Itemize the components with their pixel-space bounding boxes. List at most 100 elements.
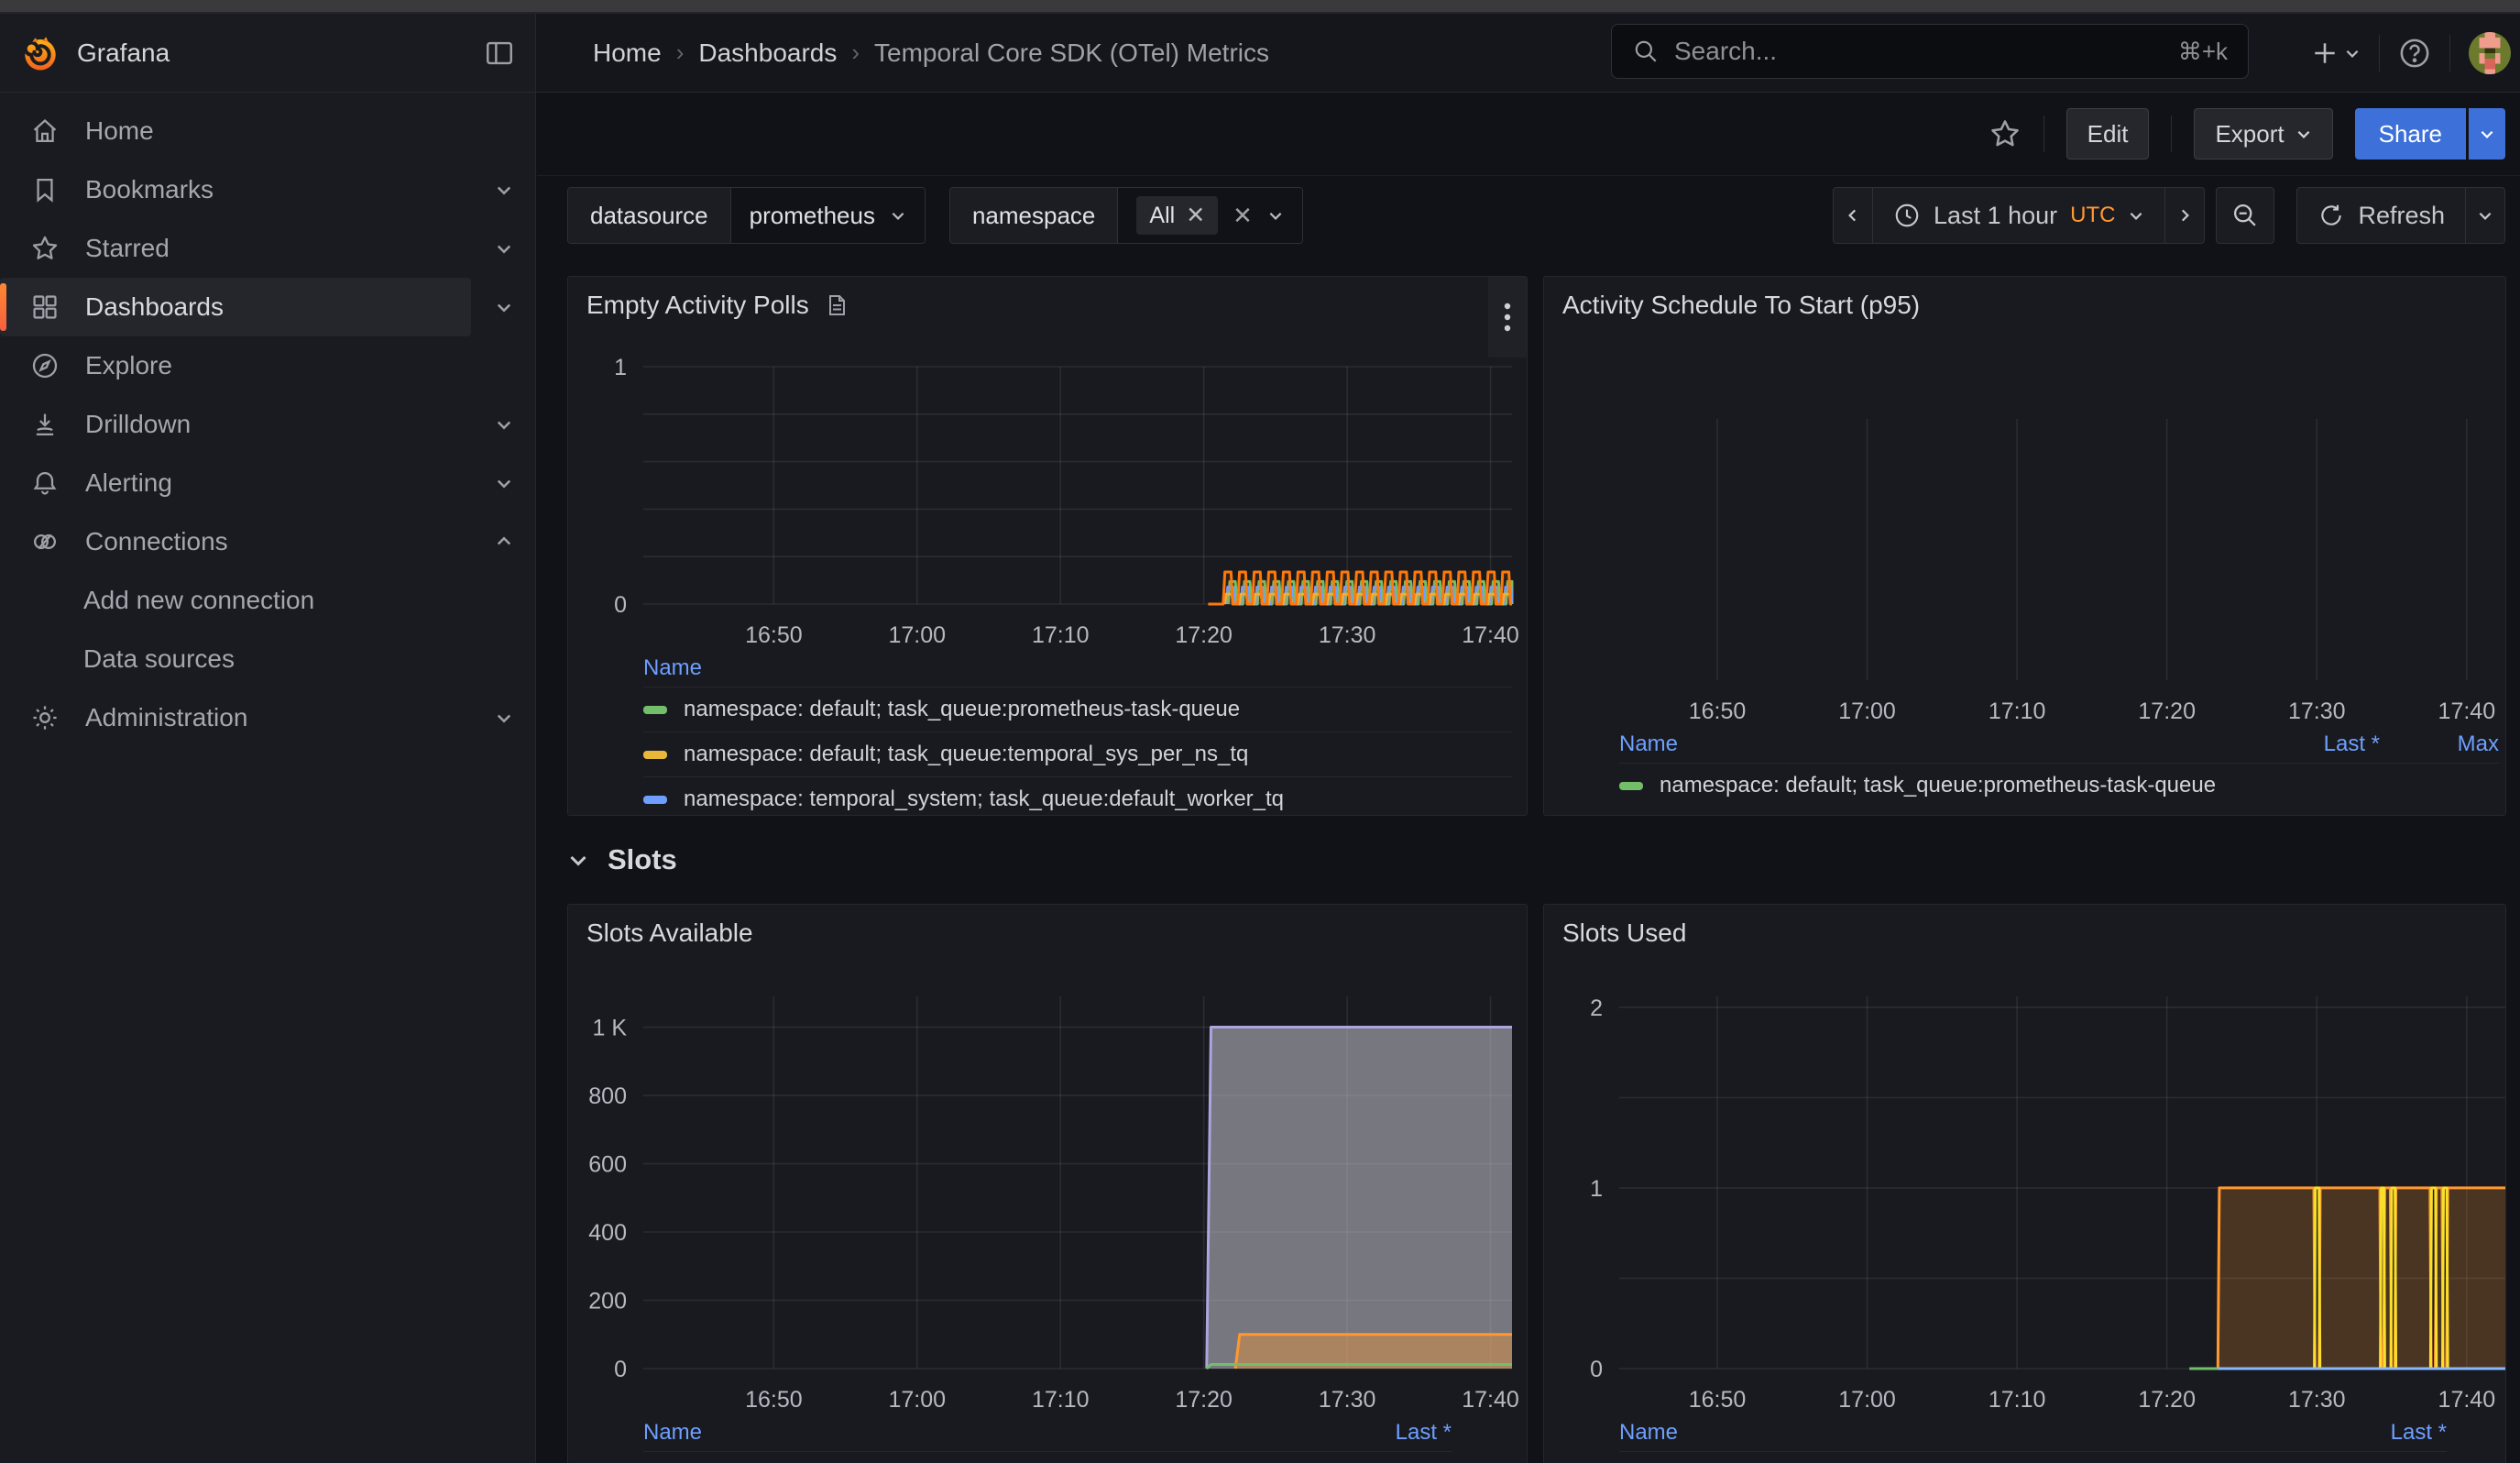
clear-selection-icon[interactable]: ✕ (1233, 201, 1253, 229)
sidebar-nav: Home Bookmarks Starred (0, 93, 536, 1463)
panel-legend: Name Last * namespace: default; task_queue… (643, 1414, 1452, 1463)
legend-column-header[interactable]: Name (1619, 732, 1679, 756)
share-button[interactable]: Share (2354, 108, 2466, 160)
help-icon[interactable] (2398, 37, 2431, 70)
divider (2449, 34, 2450, 72)
edit-button[interactable]: Edit (2065, 108, 2150, 160)
chevron-down-icon[interactable] (495, 415, 513, 434)
variable-namespace-select[interactable]: All ✕ ✕ (1117, 188, 1302, 243)
svg-text:17:40: 17:40 (2438, 1387, 2496, 1413)
svg-text:2: 2 (1590, 996, 1603, 1021)
favorite-star-icon[interactable] (1989, 117, 2021, 150)
svg-text:17:10: 17:10 (1032, 622, 1090, 648)
breadcrumb-dashboards[interactable]: Dashboards (698, 38, 838, 67)
series-label: namespace: default; task_queue:prometheu… (684, 1461, 1240, 1463)
breadcrumb-separator: › (851, 38, 860, 66)
legend-column-header[interactable]: Last * (1395, 1420, 1452, 1445)
chevron-up-icon[interactable] (495, 533, 513, 551)
svg-text:1 K: 1 K (592, 1016, 627, 1041)
header-left: Grafana (0, 14, 536, 92)
chevron-down-icon (892, 212, 904, 220)
panel-legend: Name Last * Max namespace: default; task_qu… (1619, 726, 2499, 808)
timeseries-chart[interactable]: 16:50 17:00 17:10 17:20 17:30 17:40 0 200 400 600… (568, 905, 1527, 1463)
legend-row[interactable]: namespace: default; task_queue:prometheu… (643, 1451, 1452, 1463)
panel-title[interactable]: Empty Activity Polls (586, 291, 809, 319)
section-slots-toggle[interactable]: Slots (567, 831, 677, 888)
svg-text:17:40: 17:40 (1462, 622, 1519, 648)
chevron-down-icon[interactable] (495, 474, 513, 492)
svg-text:17:00: 17:00 (889, 1387, 947, 1413)
legend-column-header[interactable]: Last * (2390, 1420, 2447, 1445)
grafana-logo-icon[interactable] (20, 33, 60, 73)
sidebar-item-connections[interactable]: Connections (0, 512, 535, 571)
time-range-picker[interactable]: Last 1 hour UTC (1873, 187, 2165, 244)
panel-title[interactable]: Activity Schedule To Start (p95) (1562, 291, 1921, 319)
chevron-down-icon[interactable] (495, 239, 513, 258)
clock-icon (1895, 204, 1919, 227)
timeseries-chart[interactable]: 16:50 17:00 17:10 17:20 17:30 17:40 (1544, 277, 2505, 815)
variable-label: namespace (949, 188, 1118, 243)
panel-title[interactable]: Slots Available (586, 918, 753, 947)
sidebar-item-home[interactable]: Home (0, 102, 535, 160)
breadcrumb-current: Temporal Core SDK (OTel) Metrics (874, 38, 1270, 67)
svg-text:17:30: 17:30 (2288, 698, 2346, 724)
remove-chip-icon[interactable]: ✕ (1186, 203, 1206, 228)
sidebar-item-starred[interactable]: Starred (0, 219, 535, 278)
svg-text:1: 1 (614, 355, 627, 380)
refresh-button[interactable]: Refresh (2296, 187, 2466, 244)
svg-text:0: 0 (614, 592, 627, 618)
sidebar-item-add-new-connection[interactable]: Add new connection (0, 571, 535, 630)
zoom-out-button[interactable] (2216, 187, 2275, 244)
svg-text:17:30: 17:30 (2288, 1387, 2346, 1413)
variable-datasource-select[interactable]: prometheus (729, 188, 925, 243)
legend-column-header[interactable]: Name (1619, 1420, 1679, 1445)
namespace-all-chip[interactable]: All ✕ (1136, 196, 1219, 235)
svg-text:17:10: 17:10 (1032, 1387, 1090, 1413)
chevron-down-icon[interactable] (495, 181, 513, 199)
legend-row[interactable]: namespace: default; task_queue:temporal_… (643, 732, 1512, 776)
sidebar-item-data-sources[interactable]: Data sources (0, 630, 535, 688)
panel-title[interactable]: Slots Used (1562, 918, 1687, 947)
legend-column-header[interactable]: Max (2457, 732, 2499, 756)
sidebar-item-explore[interactable]: Explore (0, 336, 535, 395)
section-title: Slots (608, 843, 677, 875)
sidebar-toggle-icon[interactable] (484, 38, 515, 69)
legend-row[interactable]: namespace: default; task_queue:prometheu… (1619, 1451, 2447, 1463)
divider (2171, 116, 2173, 152)
breadcrumb-home[interactable]: Home (593, 38, 662, 67)
timeseries-chart[interactable]: 16:50 17:00 17:10 17:20 17:30 17:40 0 1 2 (1544, 905, 2505, 1463)
series-label: namespace: default; task_queue:prometheu… (1660, 773, 2217, 798)
sidebar-item-drilldown[interactable]: Drilldown (0, 395, 535, 454)
legend-row[interactable]: namespace: temporal_system; task_queue:d… (643, 776, 1512, 815)
variable-datasource: datasource prometheus (567, 187, 926, 244)
svg-text:800: 800 (588, 1084, 627, 1109)
add-button[interactable] (2311, 39, 2361, 67)
legend-column-header[interactable]: Name (643, 655, 703, 680)
legend-column-header[interactable]: Name (643, 1420, 703, 1445)
series-label: namespace: default; task_queue:prometheu… (684, 697, 1241, 721)
variable-namespace: namespace All ✕ ✕ (948, 187, 1303, 244)
svg-text:400: 400 (588, 1220, 627, 1246)
time-shift-back-button[interactable] (1833, 187, 1874, 244)
sidebar-item-alerting[interactable]: Alerting (0, 454, 535, 512)
share-dropdown-button[interactable] (2469, 108, 2505, 160)
panel-description-icon[interactable] (824, 292, 849, 318)
dashboard-main: Edit Export Share datasource (537, 93, 2520, 1463)
sidebar-item-dashboards[interactable]: Dashboards (0, 278, 511, 336)
panel-menu-button[interactable] (1488, 277, 1527, 358)
sidebar-item-administration[interactable]: Administration (0, 688, 535, 747)
refresh-interval-dropdown[interactable] (2465, 187, 2505, 244)
svg-text:17:20: 17:20 (1175, 622, 1233, 648)
user-avatar[interactable] (2469, 31, 2511, 74)
chevron-down-icon[interactable] (495, 709, 513, 727)
sidebar-item-bookmarks[interactable]: Bookmarks (0, 160, 535, 219)
legend-row[interactable]: namespace: default; task_queue:prometheu… (1619, 763, 2499, 808)
chevron-down-icon[interactable] (495, 298, 513, 316)
legend-column-header[interactable]: Last * (2323, 732, 2380, 756)
timeseries-chart[interactable]: 16:50 17:00 17:10 17:20 17:30 17:40 0 1 (568, 277, 1527, 815)
star-icon (30, 234, 60, 263)
export-button[interactable]: Export (2194, 108, 2333, 160)
time-shift-forward-button[interactable] (2164, 187, 2206, 244)
legend-row[interactable]: namespace: default; task_queue:prometheu… (643, 687, 1512, 732)
search-input[interactable]: Search... ⌘+k (1611, 24, 2249, 79)
